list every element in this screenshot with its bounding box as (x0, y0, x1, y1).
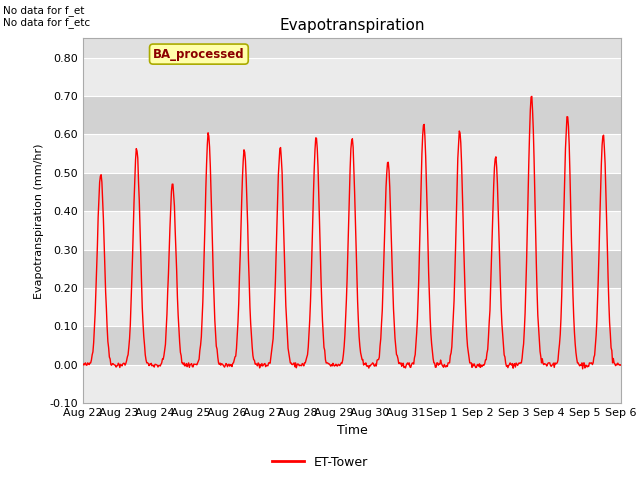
Bar (83, 96, 621, 134)
Bar (83, 211, 621, 250)
Bar (83, 134, 621, 173)
Text: No data for f_et
No data for f_etc: No data for f_et No data for f_etc (3, 5, 90, 28)
Bar (83, 250, 621, 288)
Title: Evapotranspiration: Evapotranspiration (279, 18, 425, 33)
Bar (83, 288, 621, 326)
Bar (83, 173, 621, 211)
Y-axis label: Evapotranspiration (mm/hr): Evapotranspiration (mm/hr) (34, 143, 44, 299)
Bar (83, 326, 621, 365)
Text: BA_processed: BA_processed (153, 48, 244, 60)
Legend: ET-Tower: ET-Tower (268, 451, 372, 474)
Bar (83, 58, 621, 96)
X-axis label: Time: Time (337, 424, 367, 437)
Bar (83, 365, 621, 403)
